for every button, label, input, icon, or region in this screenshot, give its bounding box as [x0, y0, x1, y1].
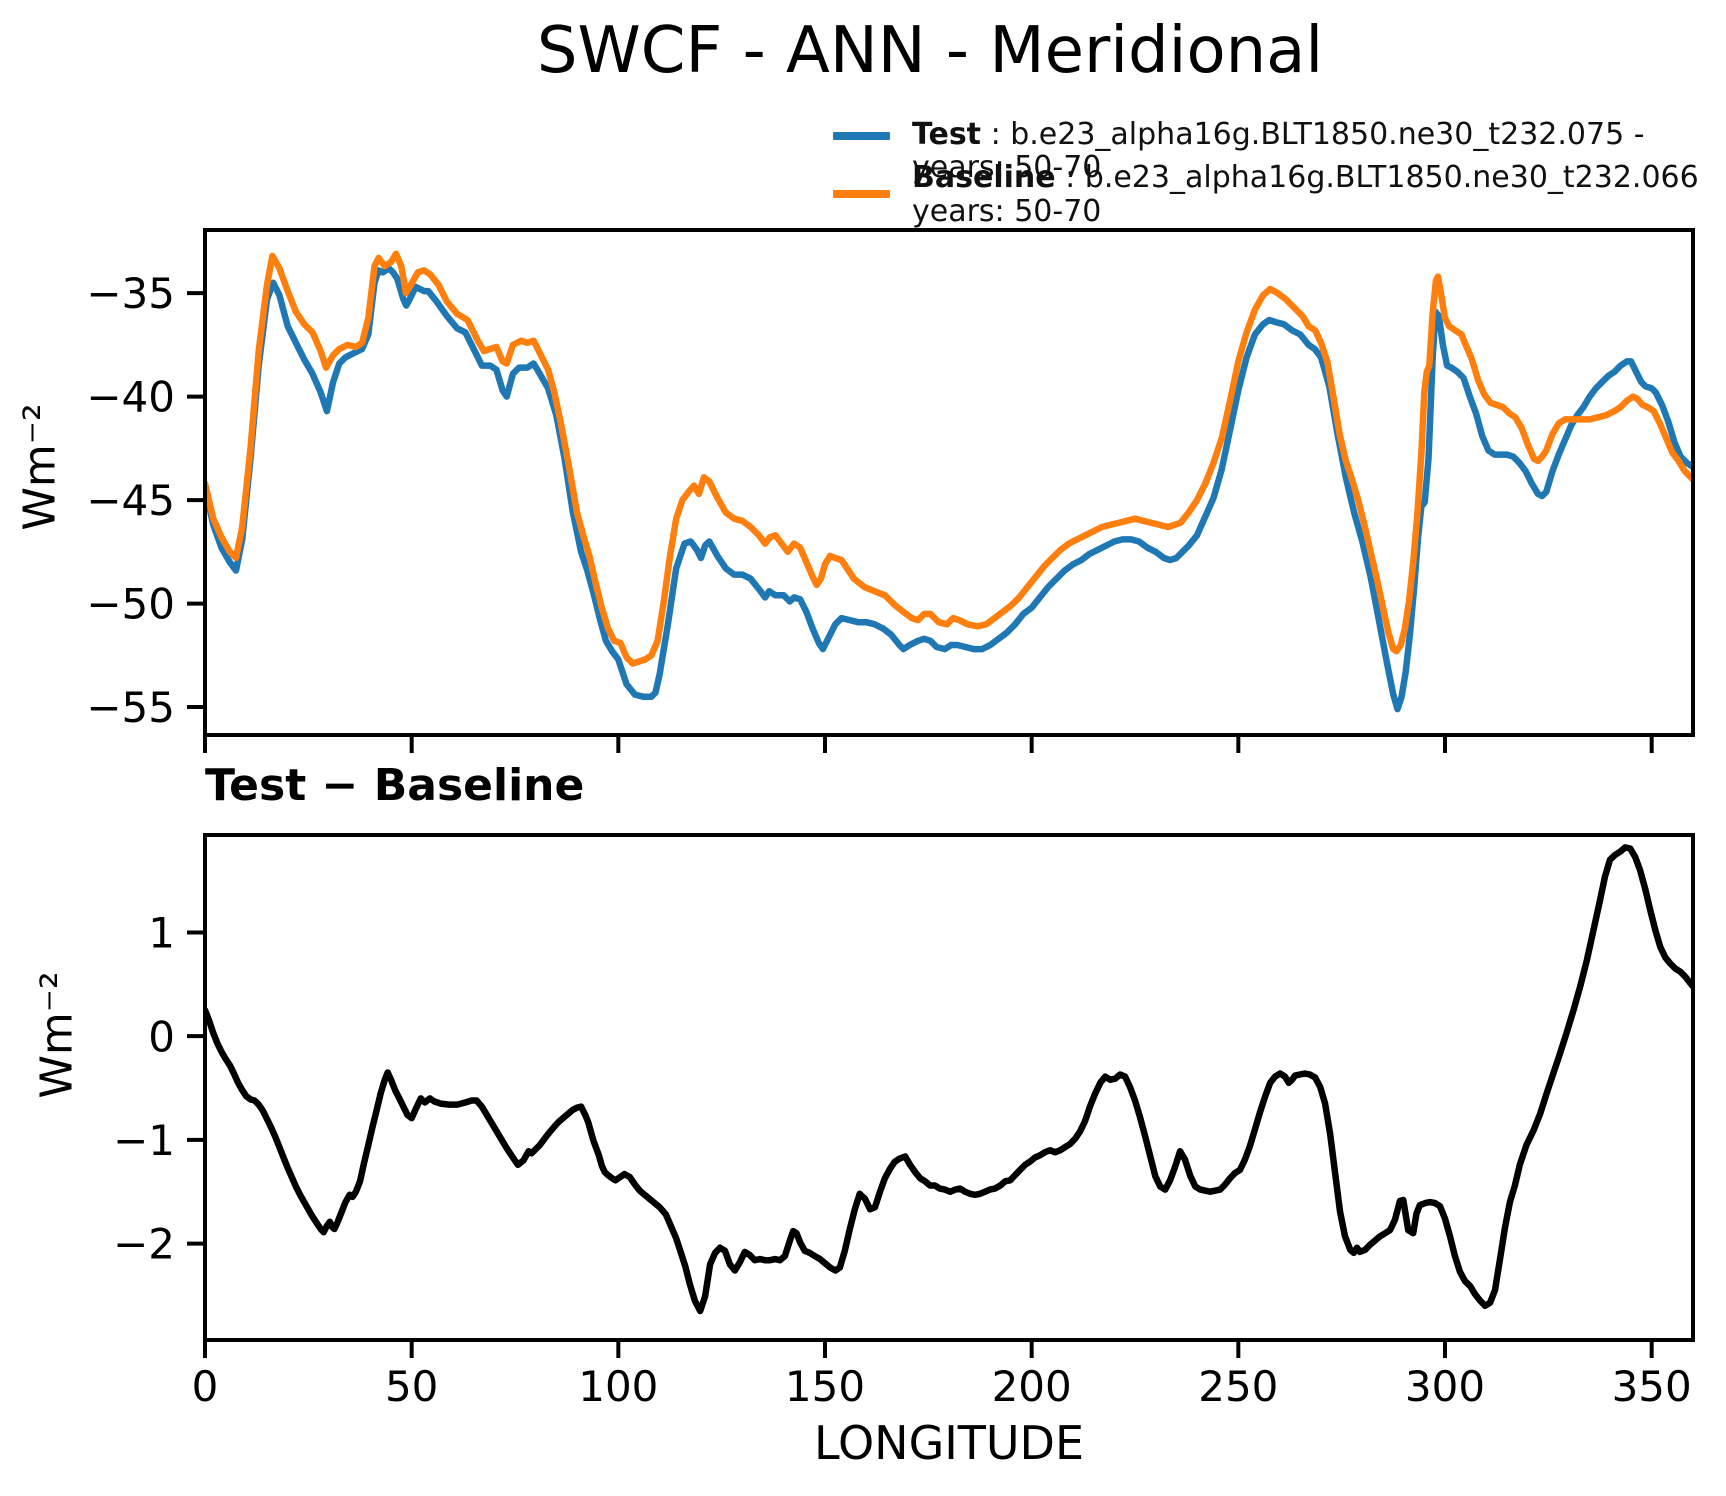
- legend-baseline-line-swatch: [833, 190, 890, 198]
- y-tick-label: −40: [86, 373, 175, 422]
- x-tick-label: 0: [192, 1362, 219, 1411]
- x-tick-label: 350: [1612, 1362, 1692, 1411]
- x-tick-label: 300: [1405, 1362, 1485, 1411]
- chart-1: 0 50 100 150 200 250 300 350 1 0 −1 −2: [113, 833, 1695, 1411]
- y-tick-label: −1: [113, 1116, 175, 1165]
- y-tick-label: −50: [86, 580, 175, 629]
- axes-box: [203, 228, 1695, 737]
- y-tick-label: −35: [86, 269, 175, 318]
- legend-baseline-label: Baseline: [912, 160, 1056, 195]
- y-tick-label: −55: [86, 683, 175, 732]
- legend-test-desc: : b.e23_alpha16g.BLT1850.ne30_t232.075 -…: [912, 117, 1645, 185]
- diff-panel-title: Test − Baseline: [205, 760, 585, 811]
- y-tick-label: −45: [86, 476, 175, 525]
- y-tick-label: 0: [148, 1012, 175, 1061]
- legend-entry-baseline: Baseline : b.e23_alpha16g.BLT1850.ne30_t…: [912, 161, 1699, 194]
- y-axis-label-bottom: Wm⁻²: [31, 971, 83, 1099]
- legend-entry-test: Test : b.e23_alpha16g.BLT1850.ne30_t232.…: [912, 118, 1726, 184]
- x-tick-label: 100: [578, 1362, 658, 1411]
- x-tick-label: 50: [385, 1362, 438, 1411]
- x-tick-label: 200: [992, 1362, 1072, 1411]
- legend-baseline-desc: : b.e23_alpha16g.BLT1850.ne30_t232.066: [1055, 160, 1699, 195]
- series-line: [205, 250, 1693, 667]
- legend-test-label: Test: [912, 117, 982, 152]
- series-line: [205, 844, 1693, 1315]
- y-axis-label-top: Wm⁻²: [14, 403, 66, 531]
- x-tick-label: 250: [1198, 1362, 1278, 1411]
- axes-box: [203, 833, 1695, 1342]
- y-tick-label: −2: [113, 1220, 175, 1269]
- chart-0: −35 −40 −45 −50 −55: [86, 228, 1695, 753]
- legend-test-line-swatch: [833, 132, 890, 140]
- x-axis-label: LONGITUDE: [813, 1416, 1085, 1470]
- series-line: [205, 265, 1693, 713]
- legend-baseline-years: years: 50-70: [912, 194, 1102, 229]
- x-tick-label: 150: [785, 1362, 865, 1411]
- y-tick-label: 1: [148, 909, 175, 958]
- page-title: SWCF - ANN - Meridional: [536, 14, 1324, 88]
